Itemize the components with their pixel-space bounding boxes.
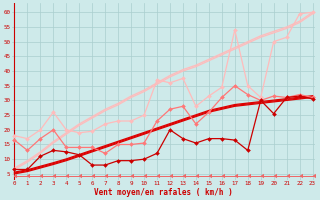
X-axis label: Vent moyen/en rafales ( km/h ): Vent moyen/en rafales ( km/h ): [94, 188, 233, 197]
